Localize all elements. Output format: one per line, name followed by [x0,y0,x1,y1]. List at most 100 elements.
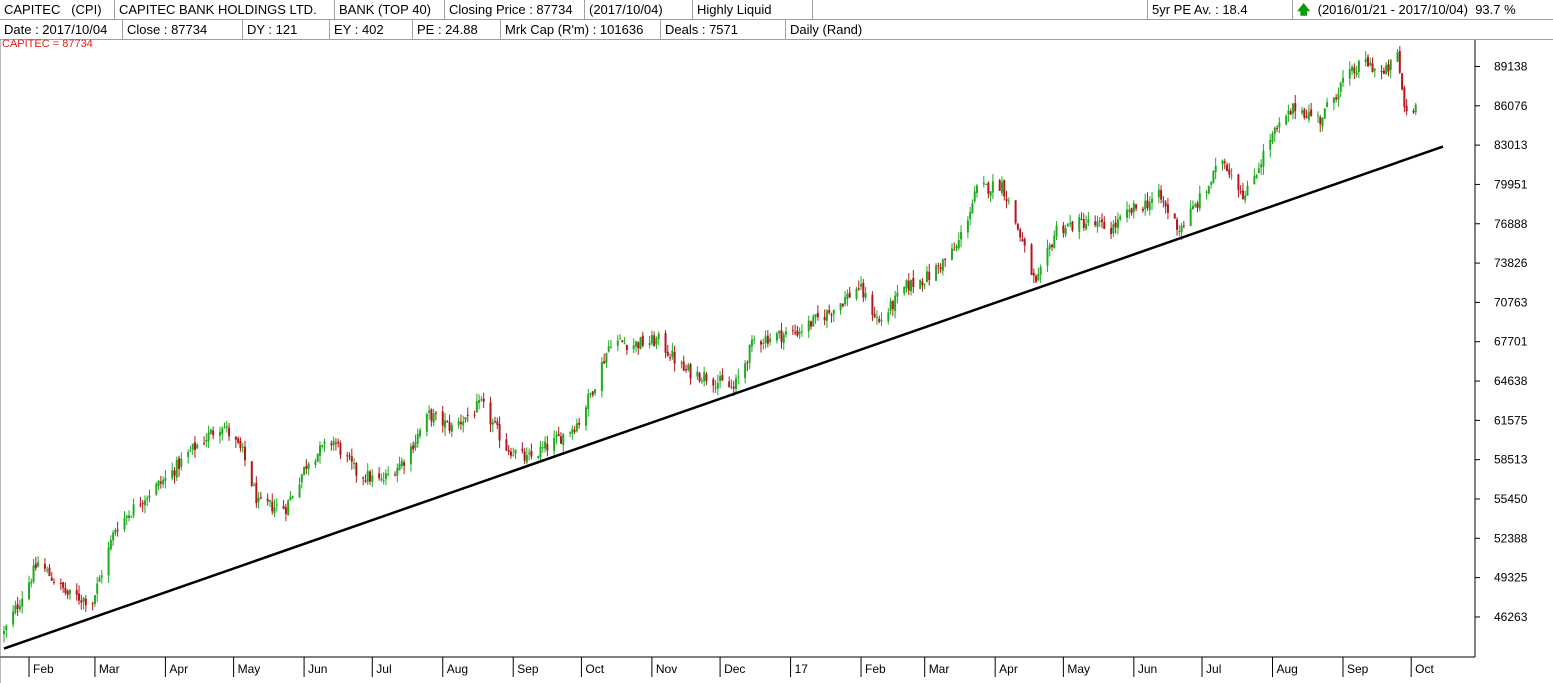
candle-body [969,212,972,220]
candle-body [1128,209,1131,212]
candle-body [1126,209,1129,218]
candle-body [1369,62,1372,66]
candle-body [1151,198,1154,203]
candle-body [1253,176,1256,185]
candle-body [1078,217,1081,232]
candle-body [616,340,619,346]
candle-body [178,458,181,469]
candle-body [810,321,813,327]
candle-body [637,342,640,349]
candle-body [521,448,524,451]
candle-body [212,430,215,436]
candle-body [378,473,381,479]
candle-body [941,259,944,271]
candle-body [875,317,878,319]
candle-body [362,477,365,479]
candle-body [478,399,481,403]
candle-body [339,443,342,456]
candle-body [728,381,731,388]
candle-body [66,590,69,595]
candle-body [371,475,374,482]
candle-body [1114,222,1117,228]
candle-body [594,389,597,394]
trendline [3,145,1444,650]
candle-body [473,414,476,416]
candle-body [716,382,719,389]
candle-body [369,471,372,482]
pe-average: 5yr PE Av. : 18.4 [1148,0,1293,19]
candle-body [394,474,397,476]
candle-body [37,562,40,567]
candle-body [623,343,626,345]
candle-body [871,294,874,316]
x-tick-label: Oct [1415,662,1434,676]
candle-body [1396,52,1399,62]
candle-body [505,439,508,451]
candle-body [650,335,653,344]
candle-body [107,547,110,576]
candle-body [1326,102,1329,108]
candle-body [75,589,78,595]
candle-body [705,374,708,381]
candle-body [157,481,160,487]
candle-body [1210,182,1213,185]
candle-body [434,412,437,414]
candle-body [939,267,942,269]
candle-body [32,565,35,582]
candle-body [682,361,685,371]
candle-body [1373,68,1376,71]
x-tick-label: Sep [1347,662,1369,676]
candle-body [684,369,687,371]
candle-body [989,191,992,196]
candle-body [641,335,644,346]
candle-body [221,428,224,435]
stat-deals: Deals : 7571 [661,20,786,39]
candle-body [878,318,881,322]
candle-body [985,183,988,185]
candle-body [1037,273,1040,281]
x-tick-label: Sep [517,662,539,676]
candle-body [557,434,560,437]
candle-body [334,442,337,444]
candle-body [173,470,176,476]
y-tick-label: 79951 [1494,177,1528,191]
candle-body [1332,97,1335,103]
x-tick-label: Mar [929,662,950,676]
header-bar: CAPITEC (CPI) CAPITEC BANK HOLDINGS LTD.… [0,0,1553,20]
candle-body [735,378,738,390]
candle-body [398,463,401,471]
candle-body [225,426,228,428]
stat-date: Date : 2017/10/04 [0,20,123,39]
y-tick-label: 52388 [1494,531,1528,545]
candle-body [307,463,310,469]
candle-body [1387,64,1390,72]
candle-body [491,422,494,425]
candle-body [239,440,242,448]
candle-body [998,180,1001,191]
candle-body [1094,221,1097,226]
candle-body [159,481,162,484]
candle-body [923,283,926,285]
candle-body [382,480,385,482]
candle-body [498,424,501,441]
x-tick-label: Feb [33,662,54,676]
candle-body [562,434,565,445]
candle-body [1050,244,1053,247]
candle-body [412,445,415,450]
candle-body [237,438,240,443]
candle-body [1371,63,1374,73]
y-tick-label: 55450 [1494,492,1528,506]
candle-body [625,345,628,351]
y-tick-label: 64638 [1494,374,1528,388]
candle-body [1273,127,1276,134]
candle-body [791,330,794,332]
candle-body [396,468,399,476]
candle-body [380,478,383,480]
candle-body [769,338,772,342]
candle-body [1007,200,1010,202]
candle-body [1064,228,1067,235]
candle-body [1005,198,1008,202]
y-tick-label: 61575 [1494,413,1528,427]
stat-period: Daily (Rand) [790,22,863,37]
candle-body [1119,216,1122,220]
